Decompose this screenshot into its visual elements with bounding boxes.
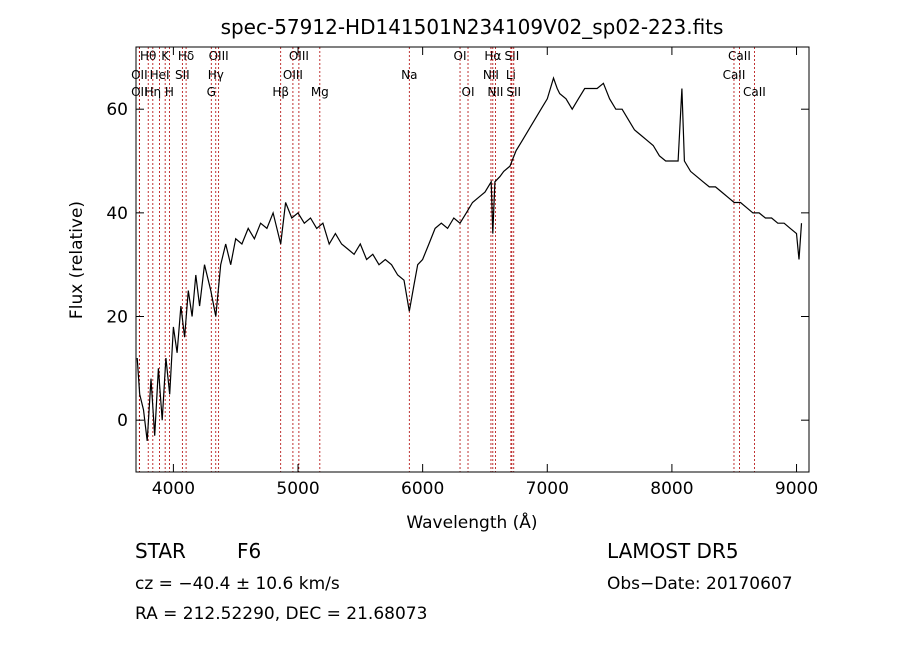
object-class: STAR <box>135 539 186 563</box>
spectral-line-label-1: K <box>161 49 170 63</box>
x-tick-label-1: 5000 <box>276 479 319 499</box>
spectral-line-label-18: OII <box>131 85 148 99</box>
spectral-line-label-7: SII <box>505 49 520 63</box>
x-tick-label-4: 8000 <box>650 479 693 499</box>
y-tick-label-2: 40 <box>106 204 128 224</box>
spectral-line-label-5: OI <box>454 49 467 63</box>
spectral-line-label-14: Na <box>401 68 417 82</box>
spectral-line-label-13: OIII <box>283 68 303 82</box>
spectral-line-label-0: Hθ <box>140 49 156 63</box>
obs-date: Obs−Date: 20170607 <box>607 574 793 594</box>
spectral-line-label-17: CaII <box>723 68 746 82</box>
spectral-line-label-26: SII <box>506 85 521 99</box>
spectral-line-label-3: OIII <box>209 49 229 63</box>
survey-name: LAMOST DR5 <box>607 539 739 563</box>
chart-title: spec-57912-HD141501N234109V02_sp02-223.f… <box>221 15 724 39</box>
spectral-line-label-23: Mg <box>311 85 329 99</box>
x-tick-label-2: 6000 <box>401 479 444 499</box>
coordinates: RA = 212.52290, DEC = 21.68073 <box>135 604 427 624</box>
x-tick-label-3: 7000 <box>526 479 569 499</box>
spectral-line-label-24: OI <box>462 85 475 99</box>
spectral-line-label-8: CaII <box>728 49 751 63</box>
spectrum-line <box>136 76 803 441</box>
spectral-line-label-20: H <box>165 85 174 99</box>
x-axis-ticks: 4000 5000 6000 7000 8000 9000 <box>152 47 818 499</box>
spectral-line-label-4: OIII <box>289 49 309 63</box>
spectral-line-label-6: Hα <box>484 49 501 63</box>
spectral-line-label-12: Hγ <box>208 68 224 82</box>
spectral-lines: Hθ K Hδ OIII OIII OI Hα SII CaII OII HeI SII Hγ OIII N… <box>131 47 766 472</box>
spectrum-series <box>136 76 803 441</box>
spectral-line-label-25: NII <box>487 85 503 99</box>
spectral-line-label-22: Hβ <box>272 85 289 99</box>
spectral-line-label-16: Li <box>506 68 516 82</box>
y-tick-label-0: 0 <box>117 411 128 431</box>
y-axis-label: Flux (relative) <box>67 201 87 319</box>
y-axis-ticks: 0 20 40 60 <box>106 100 809 431</box>
spectral-line-label-19: Hη <box>145 85 162 99</box>
spectral-line-label-10: HeI <box>150 68 170 82</box>
spectral-line-label-27: CaII <box>743 85 766 99</box>
subclass: F6 <box>237 539 261 563</box>
redshift-cz: cz = −40.4 ± 10.6 km/s <box>135 574 340 594</box>
x-axis-label: Wavelength (Å) <box>406 511 537 533</box>
spectral-line-label-2: Hδ <box>178 49 194 63</box>
x-tick-label-0: 4000 <box>152 479 195 499</box>
spectral-line-label-11: SII <box>175 68 190 82</box>
y-tick-label-1: 20 <box>106 308 128 328</box>
spectral-line-label-15: NII <box>483 68 499 82</box>
y-tick-label-3: 60 <box>106 100 128 120</box>
spectral-line-label-21: G <box>207 85 216 99</box>
plot-frame <box>135 46 810 473</box>
x-tick-label-5: 9000 <box>775 479 818 499</box>
